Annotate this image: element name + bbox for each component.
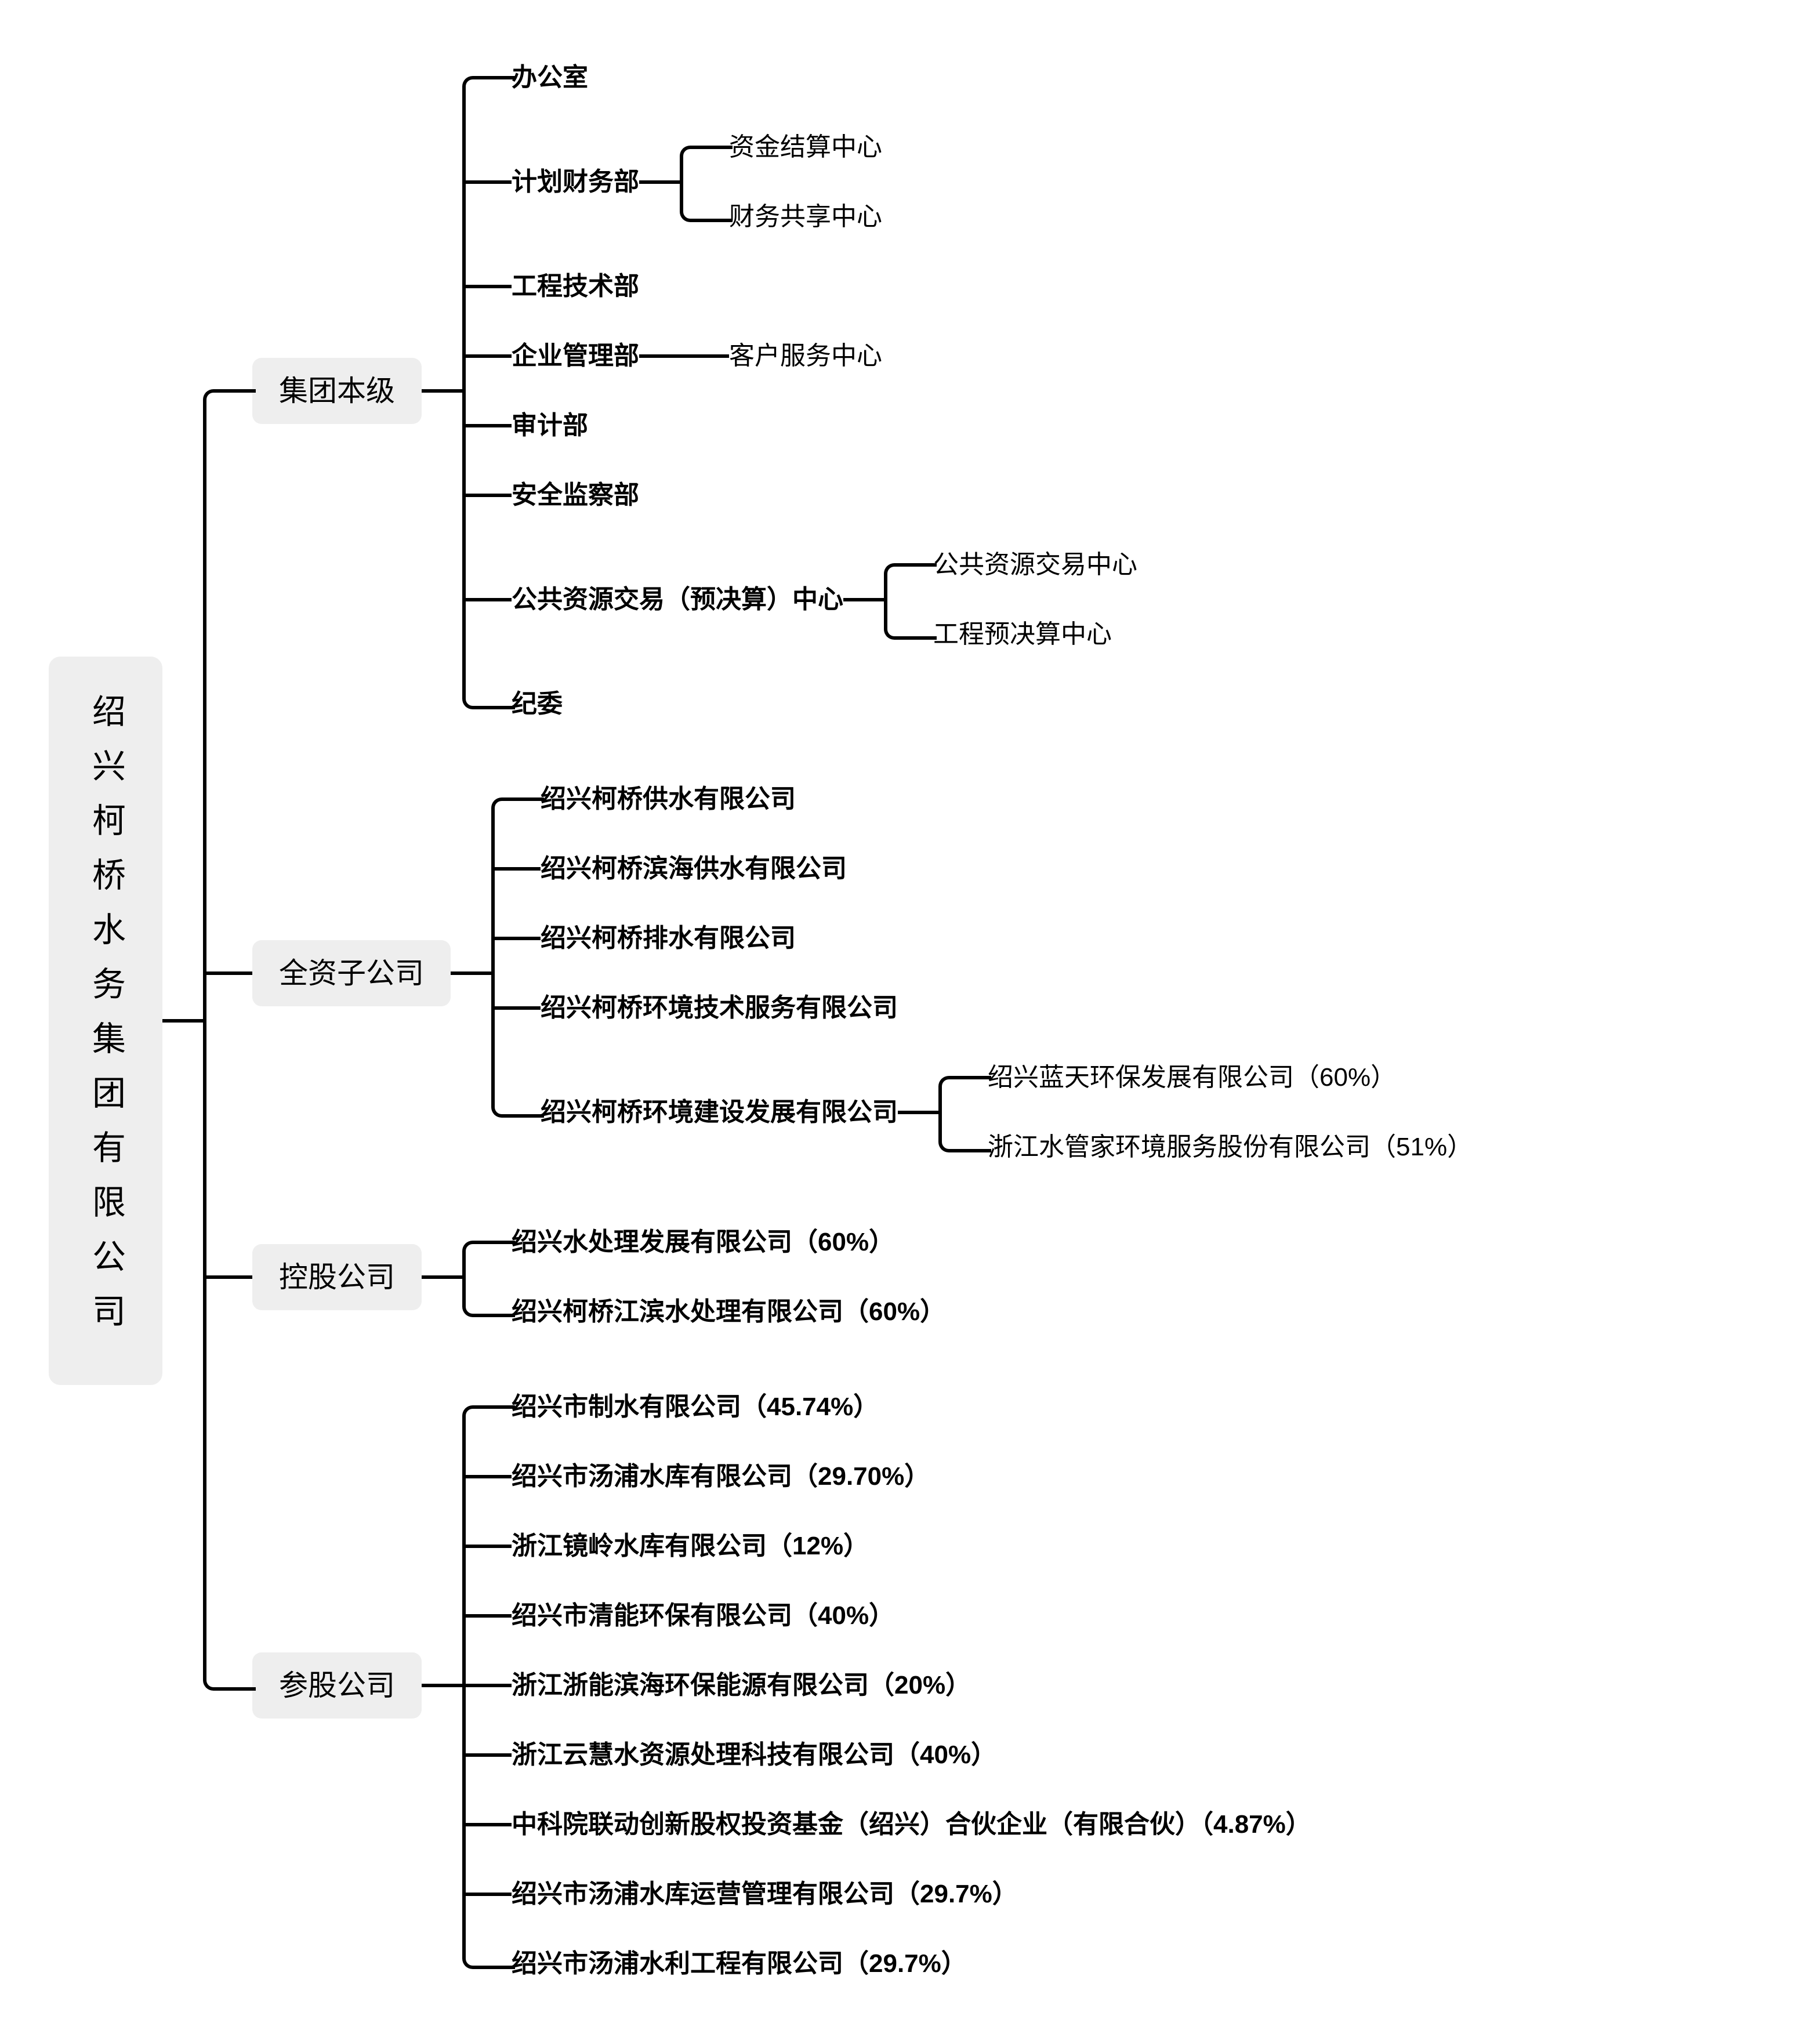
dept-office-node: 办公室 xyxy=(512,63,588,92)
dept-planning-finance-node: 计划财务部 xyxy=(512,167,639,196)
group-label-wholly-owned: 全资子公司 xyxy=(252,940,451,1006)
dept-public-resource-trading-node: 公共资源交易（预决算）中心 xyxy=(512,585,843,614)
tree-branch: 绍兴柯桥环境技术服务有限公司 xyxy=(491,973,1473,1043)
holding-children-list: 绍兴水处理发展有限公司（60%） 绍兴柯桥江滨水处理有限公司（60%） xyxy=(421,1208,945,1347)
group-branch-headquarters: 集团本级 办公室 计划财务部 资金结算中心 财务共享中心 xyxy=(203,30,1473,752)
tree-branch: 公共资源交易中心 xyxy=(884,530,1137,600)
dept-discipline-committee-node: 纪委 xyxy=(512,689,563,718)
tree-branch: 绍兴蓝天环保发展有限公司（60%） xyxy=(938,1043,1473,1112)
tree-branch: 浙江水管家环境服务股份有限公司（51%） xyxy=(938,1112,1473,1182)
planning-finance-children-list: 资金结算中心 财务共享中心 xyxy=(639,113,882,252)
tree-branch: 办公室 xyxy=(462,43,1137,113)
tree-branch: 工程技术部 xyxy=(462,251,1137,321)
dept-audit-node: 审计部 xyxy=(512,411,588,440)
tree-branch: 资金结算中心 xyxy=(680,113,882,182)
equity-company-4-node: 绍兴市清能环保有限公司（40%） xyxy=(512,1601,895,1630)
tree-branch: 绍兴柯桥供水有限公司 xyxy=(491,764,1473,834)
root-company-node: 绍兴柯桥水务集团有限公司 xyxy=(49,656,162,1385)
center-fund-settlement-node: 资金结算中心 xyxy=(729,132,882,161)
tree-branch: 浙江浙能滨海环保能源有限公司（20%） xyxy=(462,1650,1311,1720)
group-branch-wholly-owned: 全资子公司 绍兴柯桥供水有限公司 绍兴柯桥滨海供水有限公司 绍兴柯桥排水有限公司… xyxy=(203,751,1473,1195)
group-branch-equity: 参股公司 绍兴市制水有限公司（45.74%） 绍兴市汤浦水库有限公司（29.70… xyxy=(203,1359,1473,2011)
tree-branch: 浙江镜岭水库有限公司（12%） xyxy=(462,1511,1311,1581)
tree-branch: 绍兴柯桥环境建设发展有限公司 绍兴蓝天环保发展有限公司（60%） 浙江水管家环境… xyxy=(491,1042,1473,1182)
tree-branch: 绍兴柯桥排水有限公司 xyxy=(491,903,1473,973)
dept-safety-supervision-node: 安全监察部 xyxy=(512,480,639,509)
headquarters-children-list: 办公室 计划财务部 资金结算中心 财务共享中心 工程技术部 xyxy=(422,43,1137,739)
equity-company-6-node: 浙江云慧水资源处理科技有限公司（40%） xyxy=(512,1740,997,1769)
tree-branch: 绍兴市汤浦水库运营管理有限公司（29.7%） xyxy=(462,1859,1311,1929)
tree-branch: 客户服务中心 xyxy=(680,321,882,391)
wholly-owned-children-list: 绍兴柯桥供水有限公司 绍兴柯桥滨海供水有限公司 绍兴柯桥排水有限公司 绍兴柯桥环… xyxy=(450,764,1473,1182)
tree-branch: 绍兴水处理发展有限公司（60%） xyxy=(462,1208,945,1277)
group-label-holding: 控股公司 xyxy=(252,1244,422,1310)
equity-company-1-node: 绍兴市制水有限公司（45.74%） xyxy=(512,1392,879,1421)
tree-branch: 中科院联动创新股权投资基金（绍兴）合伙企业（有限合伙）（4.87%） xyxy=(462,1789,1311,1859)
equity-children-list: 绍兴市制水有限公司（45.74%） 绍兴市汤浦水库有限公司（29.70%） 浙江… xyxy=(422,1372,1311,1999)
group-label-equity: 参股公司 xyxy=(252,1652,422,1719)
tree-branch: 纪委 xyxy=(462,669,1137,739)
dept-enterprise-mgmt-node: 企业管理部 xyxy=(512,341,639,370)
tree-branch: 财务共享中心 xyxy=(680,182,882,252)
tree-branch: 绍兴市制水有限公司（45.74%） xyxy=(462,1372,1311,1442)
tree-branch: 绍兴柯桥江滨水处理有限公司（60%） xyxy=(462,1277,945,1347)
subsidiary-4-node: 绍兴柯桥环境技术服务有限公司 xyxy=(541,993,898,1022)
env-construction-children-list: 绍兴蓝天环保发展有限公司（60%） 浙江水管家环境服务股份有限公司（51%） xyxy=(897,1043,1473,1182)
equity-company-5-node: 浙江浙能滨海环保能源有限公司（20%） xyxy=(512,1670,971,1699)
sub-company-lantian-node: 绍兴蓝天环保发展有限公司（60%） xyxy=(988,1063,1397,1092)
tree-branch: 绍兴市汤浦水利工程有限公司（29.7%） xyxy=(462,1928,1311,1999)
enterprise-mgmt-children-list: 客户服务中心 xyxy=(639,321,882,391)
subsidiary-3-node: 绍兴柯桥排水有限公司 xyxy=(541,923,796,952)
group-branch-holding: 控股公司 绍兴水处理发展有限公司（60%） 绍兴柯桥江滨水处理有限公司（60%） xyxy=(203,1194,1473,1360)
tree-branch: 浙江云慧水资源处理科技有限公司（40%） xyxy=(462,1720,1311,1790)
group-list: 集团本级 办公室 计划财务部 资金结算中心 财务共享中心 xyxy=(162,30,1473,2011)
dept-engineering-node: 工程技术部 xyxy=(512,271,639,300)
public-resource-children-list: 公共资源交易中心 工程预决算中心 xyxy=(843,530,1137,669)
center-budget-settlement-node: 工程预决算中心 xyxy=(933,619,1112,648)
equity-company-2-node: 绍兴市汤浦水库有限公司（29.70%） xyxy=(512,1462,930,1491)
group-label-headquarters: 集团本级 xyxy=(252,357,422,424)
equity-company-7-node: 中科院联动创新股权投资基金（绍兴）合伙企业（有限合伙）（4.87%） xyxy=(512,1810,1311,1839)
sub-company-shuiguanjia-node: 浙江水管家环境服务股份有限公司（51%） xyxy=(988,1132,1473,1161)
equity-company-3-node: 浙江镜岭水库有限公司（12%） xyxy=(512,1531,869,1560)
subsidiary-5-node: 绍兴柯桥环境建设发展有限公司 xyxy=(541,1097,898,1126)
tree-branch: 公共资源交易（预决算）中心 公共资源交易中心 工程预决算中心 xyxy=(462,530,1137,669)
center-public-resource-trading-node: 公共资源交易中心 xyxy=(933,550,1137,579)
center-customer-service-node: 客户服务中心 xyxy=(729,341,882,370)
tree-branch: 绍兴市清能环保有限公司（40%） xyxy=(462,1580,1311,1651)
holding-company-2-node: 绍兴柯桥江滨水处理有限公司（60%） xyxy=(512,1297,946,1326)
tree-branch: 工程预决算中心 xyxy=(884,599,1137,669)
center-finance-sharing-node: 财务共享中心 xyxy=(729,202,882,231)
subsidiary-2-node: 绍兴柯桥滨海供水有限公司 xyxy=(541,854,847,883)
tree-branch: 绍兴柯桥滨海供水有限公司 xyxy=(491,833,1473,904)
equity-company-8-node: 绍兴市汤浦水库运营管理有限公司（29.7%） xyxy=(512,1879,1018,1908)
tree-branch: 企业管理部 客户服务中心 xyxy=(462,321,1137,391)
tree-branch: 安全监察部 xyxy=(462,460,1137,530)
equity-company-9-node: 绍兴市汤浦水利工程有限公司（29.7%） xyxy=(512,1949,967,1978)
subsidiary-1-node: 绍兴柯桥供水有限公司 xyxy=(541,784,796,813)
tree-branch: 计划财务部 资金结算中心 财务共享中心 xyxy=(462,112,1137,252)
holding-company-1-node: 绍兴水处理发展有限公司（60%） xyxy=(512,1227,895,1256)
tree-branch: 绍兴市汤浦水库有限公司（29.70%） xyxy=(462,1441,1311,1511)
tree-branch: 审计部 xyxy=(462,390,1137,461)
